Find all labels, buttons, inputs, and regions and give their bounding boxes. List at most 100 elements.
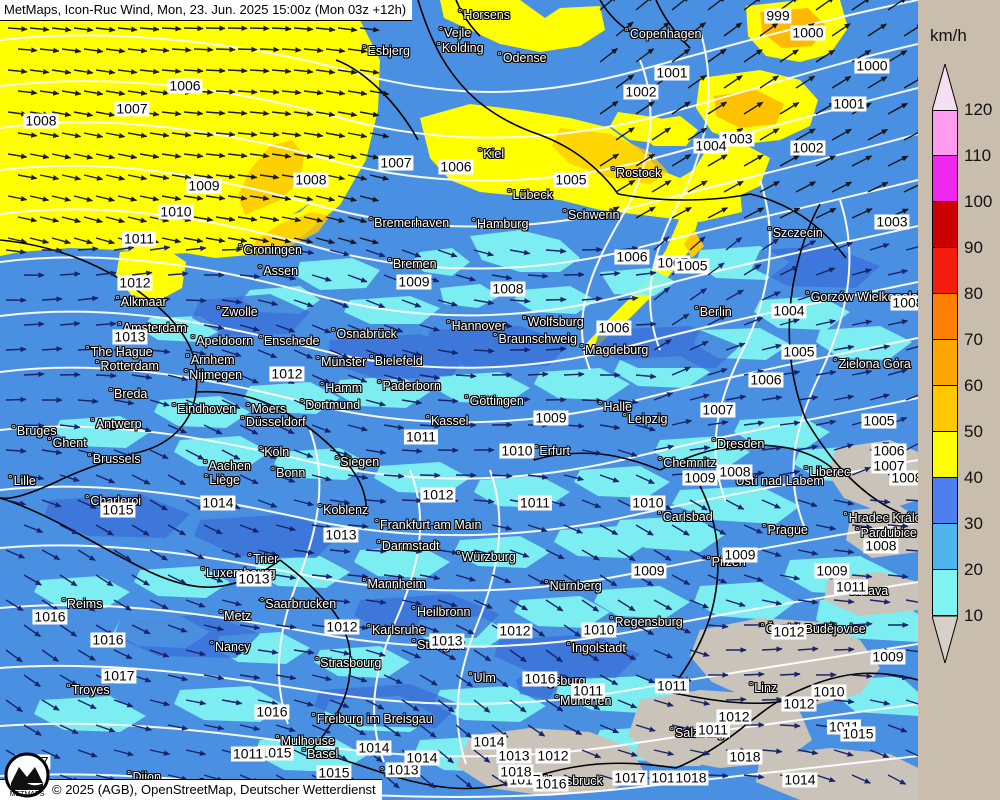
city-marker-icon: ° (446, 319, 451, 331)
city-label: °Darmstadt (376, 539, 439, 553)
wind-arrow (491, 274, 513, 281)
wind-arrow (41, 346, 63, 352)
wind-arrow (581, 246, 603, 253)
isobar-label: 1008 (293, 171, 329, 188)
city-label: °Berlin (694, 305, 731, 319)
city-name: Trier (253, 552, 279, 566)
wind-speed-legend[interactable]: km/h 120 110 100 90 80 70 60 50 40 30 20 10 (918, 0, 1000, 800)
isobar-label: 1010 (581, 621, 617, 638)
city-label: °Bremen (387, 257, 436, 271)
wind-arrow (401, 349, 422, 357)
city-marker-icon: ° (843, 511, 848, 523)
city-marker-icon: ° (464, 394, 469, 406)
wind-arrow (671, 48, 691, 63)
wind-arrow (271, 25, 292, 32)
wind-arrow (77, 549, 96, 561)
wind-arrow (491, 574, 512, 584)
wind-arrow (5, 499, 27, 506)
wind-arrow (23, 674, 41, 688)
wind-arrow (545, 248, 567, 254)
wind-arrow (707, 419, 729, 426)
wind-arrow (851, 573, 873, 580)
city-marker-icon: ° (544, 579, 549, 591)
wind-arrow (635, 206, 656, 219)
legend-band (932, 202, 958, 248)
isobar-label: 1012 (269, 365, 305, 382)
wind-arrow (161, 110, 182, 117)
wind-arrow (95, 153, 116, 160)
wind-arrow (237, 131, 258, 138)
isobar-label: 1016 (254, 703, 290, 720)
wind-arrow (329, 548, 351, 555)
wind-arrow (617, 449, 638, 457)
wind-arrow (635, 524, 654, 536)
wind-arrow (707, 48, 727, 63)
wind-arrow (29, 68, 50, 75)
wind-arrow (599, 153, 620, 167)
wind-arrow (419, 574, 441, 581)
city-label: °Rotterdam (95, 359, 159, 373)
wind-arrow (215, 46, 236, 53)
city-marker-icon: ° (185, 353, 190, 365)
wind-arrow (205, 152, 226, 159)
wind-arrow (59, 674, 78, 686)
wind-arrow (183, 152, 204, 159)
city-marker-icon: ° (425, 414, 430, 426)
wind-arrow (437, 699, 455, 713)
wind-arrow (833, 293, 855, 301)
wind-arrow (743, 420, 765, 426)
wind-map-canvas[interactable]: 999 1000 1000 1001 1001 1002 1002 1003 1003 1004 1… (0, 0, 918, 800)
wind-arrow (293, 26, 314, 32)
city-marker-icon: ° (694, 305, 699, 317)
wind-arrow (545, 448, 567, 455)
isobar-label: 1007 (700, 401, 736, 418)
wind-arrow (183, 68, 204, 74)
city-marker-icon: ° (497, 51, 502, 63)
city-marker-icon: ° (11, 424, 16, 436)
wind-arrow (347, 674, 368, 683)
wind-arrow (887, 368, 908, 376)
city-label: °Ústí nad Labem (730, 474, 824, 488)
wind-arrow (257, 699, 279, 706)
wind-arrow (833, 443, 854, 451)
isobar-label: 1016 (32, 608, 68, 625)
wind-arrow (473, 649, 492, 662)
city-name: Chemnitz (663, 456, 717, 470)
wind-arrow (77, 295, 99, 302)
wind-arrow (815, 155, 837, 167)
wind-arrow (303, 132, 324, 138)
city-name: Erfurt (539, 444, 570, 458)
city-name: Paderborn (382, 379, 441, 393)
city-name: Bonn (276, 466, 306, 480)
wind-arrow (545, 549, 565, 560)
wind-arrow (653, 236, 670, 251)
city-marker-icon: ° (706, 555, 711, 567)
legend-color-bar[interactable] (932, 110, 958, 663)
wind-arrow (329, 649, 351, 656)
wind-arrow (311, 324, 332, 334)
wind-arrow (653, 699, 674, 707)
wind-arrow (29, 26, 50, 33)
city-name: Hamburg (476, 217, 529, 231)
wind-arrow (779, 49, 799, 63)
wind-arrow (95, 574, 114, 587)
legend-tick-label: 120 (964, 100, 993, 119)
wind-arrow (311, 474, 332, 482)
wind-arrow (653, 599, 673, 611)
city-label: °Trier (248, 552, 279, 566)
wind-arrow (401, 599, 423, 606)
isobar-label: 1005 (674, 257, 710, 274)
wind-arrow (347, 424, 368, 432)
wind-arrow (887, 268, 909, 276)
wind-arrow (365, 399, 386, 407)
wind-arrow (293, 598, 315, 605)
wind-arrow (599, 524, 619, 536)
city-marker-icon: ° (204, 473, 209, 485)
wind-arrow (815, 369, 837, 376)
wind-arrow (131, 524, 150, 536)
wind-arrow (689, 236, 706, 251)
wind-arrow (509, 649, 527, 663)
wind-arrow (193, 131, 214, 138)
legend-band (932, 570, 958, 616)
wind-arrow (149, 89, 170, 96)
